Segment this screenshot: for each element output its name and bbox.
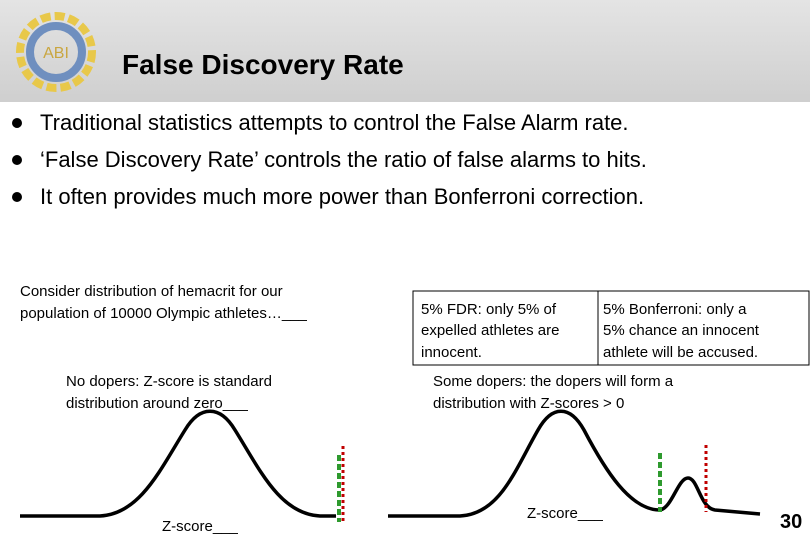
caption-line: Some dopers: the dopers will form a (433, 373, 674, 390)
axis-label: Z-score___ (162, 518, 239, 535)
logo-text: ABI (43, 45, 69, 62)
table-cell: athlete will be accused. (603, 344, 758, 361)
bullet-list: Traditional statistics attempts to contr… (12, 110, 647, 209)
logo: ABI (16, 12, 96, 92)
axis-label: Z-score___ (527, 505, 604, 522)
table-cell: 5% FDR: only 5% of (421, 301, 557, 318)
distribution-curve (20, 409, 336, 518)
table-cell: 5% Bonferroni: only a (603, 301, 747, 318)
distribution-curve (388, 409, 761, 518)
bullet-dot (12, 118, 22, 128)
left-panel: Consider distribution of hemacrit for ou… (20, 283, 345, 535)
title: False Discovery Rate (122, 49, 404, 80)
table-cell: expelled athletes are (421, 322, 559, 339)
intro-line: population of 10000 Olympic athletes…___ (20, 305, 308, 322)
bullet: ‘False Discovery Rate’ controls the rati… (40, 147, 647, 172)
header-band (0, 0, 810, 102)
bullet: It often provides much more power than B… (40, 184, 644, 209)
right-panel: 5% FDR: only 5% of 5% Bonferroni: only a… (388, 290, 810, 522)
caption-line: distribution around zero___ (66, 395, 248, 412)
table-cell: 5% chance an innocent (603, 322, 760, 339)
bullet-dot (12, 192, 22, 202)
page-number: 30 (780, 511, 802, 533)
bullet-dot (12, 155, 22, 165)
table-cell: innocent. (421, 344, 482, 361)
caption-line: No dopers: Z-score is standard (66, 373, 272, 390)
intro-line: Consider distribution of hemacrit for ou… (20, 283, 283, 300)
table-border (412, 290, 810, 366)
bullet: Traditional statistics attempts to contr… (40, 110, 629, 135)
caption-line: distribution with Z-scores > 0 (433, 395, 624, 412)
